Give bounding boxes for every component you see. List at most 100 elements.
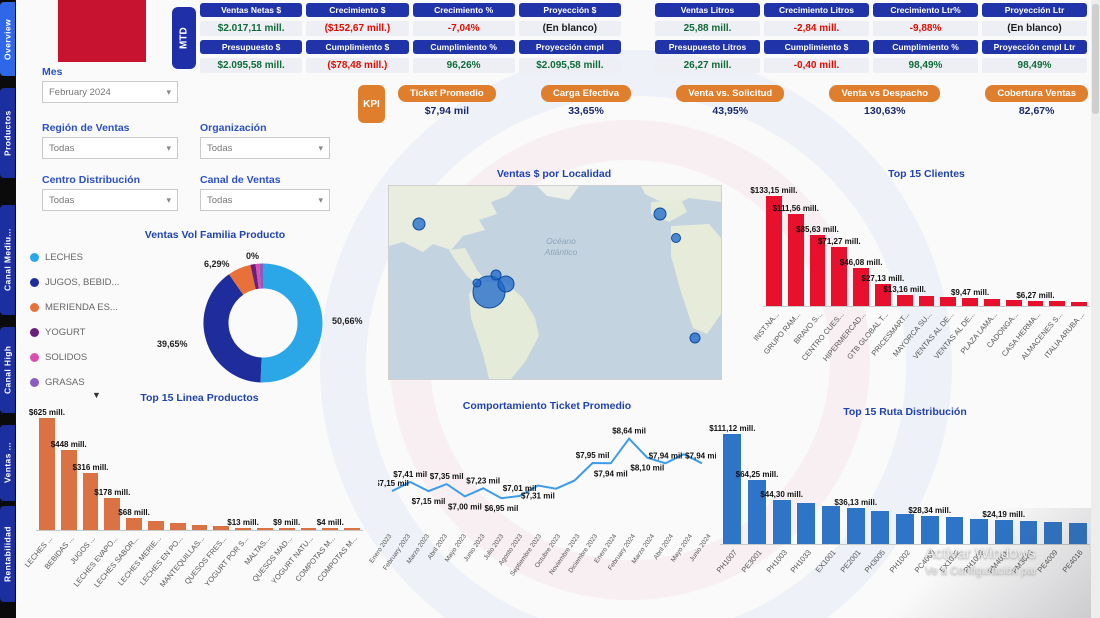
x-label-cell: PM4018 [986, 545, 1016, 603]
map-bubble-6[interactable] [653, 207, 667, 221]
legend-dot-icon [30, 253, 39, 262]
bar-11[interactable] [984, 299, 1000, 306]
legend-item[interactable]: SOLIDOS [30, 352, 119, 363]
bar-9[interactable] [213, 526, 230, 530]
bar-column: $9 mill. [273, 518, 300, 530]
bar-7[interactable] [896, 295, 913, 306]
expand-arrow-icon[interactable]: ▼ [92, 390, 101, 400]
bar-8[interactable] [191, 525, 208, 530]
donut-segment-3[interactable] [228, 264, 257, 296]
sidebar-tab-rentabilidad[interactable]: Rentabilidad [0, 506, 15, 602]
bar-3[interactable] [772, 500, 791, 544]
bar-1[interactable] [766, 196, 782, 306]
map-bubble-3[interactable] [497, 275, 515, 293]
bar-6[interactable] [846, 508, 865, 544]
legend-item[interactable]: JUGOS, BEBID... [30, 277, 119, 288]
sidebar-tab-productos[interactable]: Productos [0, 88, 15, 178]
bar-2[interactable] [748, 480, 766, 544]
bar-5[interactable] [822, 506, 840, 544]
bar-column [819, 506, 844, 544]
kpi-value: $7,94 mil [424, 105, 470, 117]
bar-1[interactable] [723, 434, 742, 544]
sidebar-tab-ventas[interactable]: Ventas ... [0, 425, 15, 501]
bar-15[interactable] [1071, 302, 1087, 306]
bar-7[interactable] [169, 523, 186, 530]
bar-column [942, 517, 967, 544]
bar-1[interactable] [39, 418, 55, 530]
map-bubble-5[interactable] [472, 278, 482, 288]
top15-lineas-chart[interactable]: Top 15 Linea Productos $625 mill. $448 mi… [22, 392, 363, 589]
donut-segment-1[interactable] [260, 263, 323, 383]
bar-10[interactable] [945, 517, 964, 544]
ticket-line[interactable] [391, 437, 703, 500]
bar-5[interactable] [126, 518, 142, 530]
bar-12[interactable] [278, 528, 295, 530]
bar-5[interactable] [853, 268, 869, 306]
bar-2[interactable] [60, 450, 77, 530]
sidebar-tab-canal-mediu[interactable]: Canal Mediu... [0, 205, 15, 315]
mtd-value: -0,40 mill. [764, 58, 869, 73]
bar-9[interactable] [940, 297, 957, 306]
bar-4[interactable] [104, 498, 121, 530]
bar-4[interactable] [831, 247, 848, 306]
bar-15[interactable] [1068, 523, 1087, 544]
organizacion-dropdown[interactable]: Todas ▾ [200, 137, 330, 159]
mtd-value: -2,84 mill. [764, 21, 869, 36]
bar-4[interactable] [797, 503, 816, 544]
bar-6[interactable] [148, 521, 164, 530]
region-dropdown[interactable]: Todas ▾ [42, 137, 178, 159]
bar-2[interactable] [787, 214, 804, 306]
bar-column [1068, 302, 1090, 306]
bar-11[interactable] [257, 528, 273, 530]
bar-14[interactable] [322, 528, 339, 530]
bar-13[interactable] [1019, 521, 1038, 544]
centro-dropdown[interactable]: Todas ▾ [42, 189, 178, 211]
map-bubble-1[interactable] [412, 217, 426, 231]
mes-dropdown[interactable]: February 2024 ▾ [42, 81, 178, 103]
bar-3[interactable] [809, 235, 826, 306]
bar-9[interactable] [920, 516, 939, 544]
top15-clientes-chart[interactable]: Top 15 Clientes $133,15 mill. $111,56 mil… [750, 168, 1090, 365]
legend-item[interactable]: MERIENDA ES... [30, 302, 119, 313]
sidebar-tab-canal-high[interactable]: Canal High [0, 327, 15, 413]
bar-3[interactable] [82, 473, 99, 530]
bar-12[interactable] [994, 520, 1013, 544]
map-bubble-7[interactable] [671, 233, 681, 243]
legend-item[interactable]: YOGURT [30, 327, 119, 338]
bar-6[interactable] [875, 284, 891, 306]
bar-value-label: $111,56 mill. [772, 204, 819, 213]
map-bubble-4[interactable] [490, 269, 502, 281]
bar-14[interactable] [1049, 301, 1066, 306]
sidebar-tab-overview[interactable]: Overview [0, 2, 15, 76]
bar-13[interactable] [1027, 301, 1044, 306]
bar-11[interactable] [970, 519, 988, 544]
bar-10[interactable] [235, 528, 251, 530]
bar-12[interactable] [1005, 300, 1022, 306]
scrollbar[interactable] [1091, 0, 1100, 618]
map-bubble-8[interactable] [689, 332, 701, 344]
legend-item[interactable]: LECHES [30, 252, 119, 263]
bar-8[interactable] [918, 296, 935, 306]
sales-map[interactable]: Océano Atlántico [388, 185, 722, 380]
donut-segment-2[interactable] [203, 274, 263, 383]
bar-14[interactable] [1044, 522, 1062, 544]
top15-rutas-chart[interactable]: Top 15 Ruta Distribución $111,12 mill. $6… [709, 406, 1090, 603]
line-value-label: $7,15 mil [378, 479, 409, 488]
line-value-label: $6,95 mil [484, 504, 518, 513]
bar-13[interactable] [300, 528, 317, 530]
donut-segment-4[interactable] [250, 263, 259, 290]
legend-item[interactable]: GRASAS [30, 377, 119, 388]
mtd-header: Crecimiento $ [306, 3, 409, 17]
canal-dropdown[interactable]: Todas ▾ [200, 189, 330, 211]
bar-15[interactable] [344, 528, 360, 530]
scrollbar-thumb[interactable] [1092, 4, 1099, 114]
bar-7[interactable] [871, 511, 890, 544]
bar-10[interactable] [962, 298, 978, 306]
ticket-promedio-chart[interactable]: Comportamiento Ticket Promedio $7,15 mil… [368, 400, 716, 594]
mtd-section-tab[interactable]: MTD [172, 7, 196, 69]
line-value-label: $8,64 mil [612, 427, 646, 436]
familia-donut-chart[interactable] [198, 258, 328, 388]
bar-value-label: $13 mill. [227, 518, 259, 527]
kpi-section-tab[interactable]: KPI [358, 85, 385, 123]
bar-8[interactable] [896, 514, 914, 544]
